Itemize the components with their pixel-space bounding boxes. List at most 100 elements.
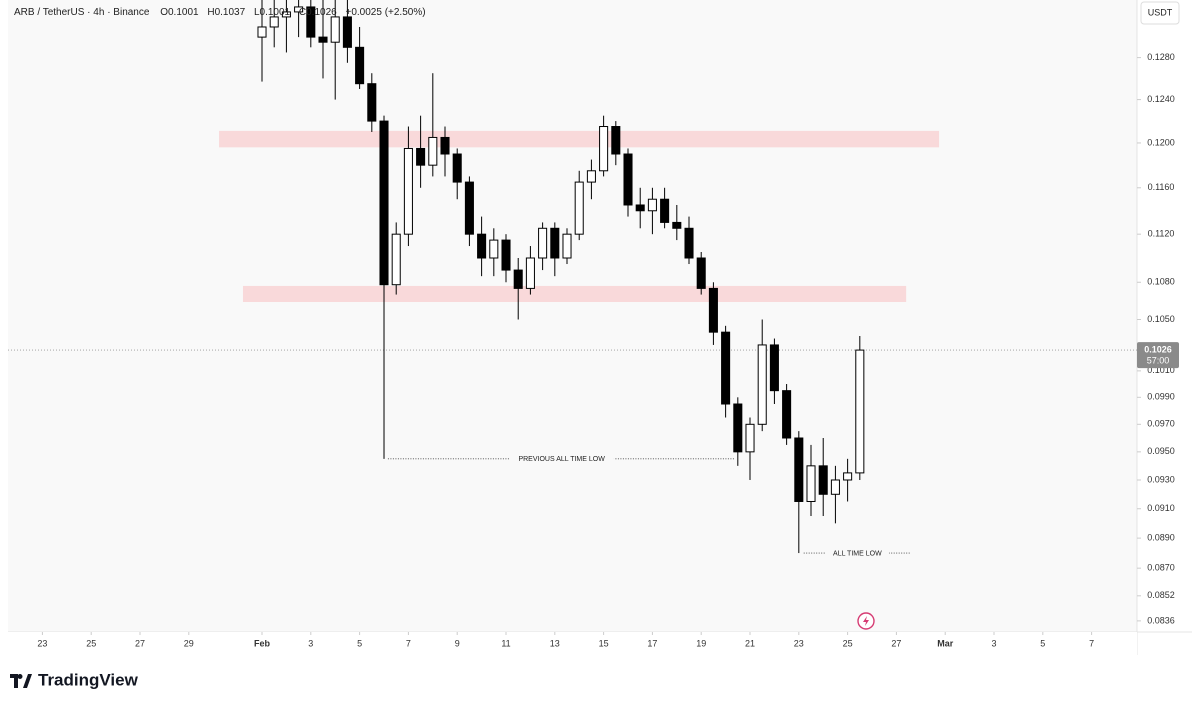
candle-body: [403, 147, 413, 235]
candle-body: [586, 170, 596, 183]
candle-body: [477, 233, 487, 259]
candle-body: [269, 16, 279, 28]
x-tick-label: 9: [455, 638, 460, 648]
candle-body: [416, 147, 426, 166]
candle-body: [318, 36, 328, 43]
candle-body: [708, 287, 718, 333]
change: +0.0025 (+2.50%): [346, 7, 426, 18]
candle-body: [294, 6, 304, 13]
y-tick-label: 0.1240: [1147, 94, 1175, 104]
y-tick-label: 0.1280: [1147, 52, 1175, 62]
plot-background: [8, 0, 1137, 632]
x-tick-label: 27: [891, 638, 901, 648]
candle-body: [745, 423, 755, 453]
candle-body: [513, 269, 523, 289]
currency: USDT: [1148, 7, 1173, 17]
candle-body: [464, 181, 474, 235]
current-price-box: [1137, 342, 1179, 369]
x-tick-label: 5: [1040, 638, 1045, 648]
candle-body: [257, 26, 267, 38]
x-tick-label: 7: [1089, 638, 1094, 648]
candle-body: [611, 126, 621, 155]
candle-body: [330, 16, 340, 43]
x-tick-label: 7: [406, 638, 411, 648]
brand-logo[interactable]: [10, 674, 32, 688]
candle-body: [672, 221, 682, 229]
candle-body: [428, 136, 438, 166]
x-tick-label: 11: [501, 638, 510, 648]
x-tick-label: 13: [550, 638, 560, 648]
price-zone: [242, 285, 907, 302]
y-tick-label: 0.0890: [1147, 532, 1175, 542]
brand-name: TradingView: [38, 670, 139, 689]
x-tick-label: Feb: [254, 638, 271, 648]
time-axis-background: [8, 632, 1137, 655]
candle-body: [440, 136, 450, 155]
candle-body: [721, 331, 731, 405]
candle-body: [757, 344, 767, 425]
candle-body: [452, 153, 462, 183]
ohlc-close: C0.1026: [299, 7, 337, 18]
candle-body: [379, 120, 389, 286]
x-tick-label: 19: [696, 638, 706, 648]
candle-body: [489, 239, 499, 259]
candle-body: [355, 46, 365, 85]
x-tick-label: 17: [647, 638, 657, 648]
lightning-icon[interactable]: [857, 612, 875, 630]
candle-body: [574, 181, 584, 235]
annotation-label-bg: [825, 548, 889, 559]
y-tick-label: 0.1120: [1148, 229, 1175, 239]
candle-body: [794, 437, 804, 502]
x-tick-label: 21: [745, 638, 755, 648]
ohlc-open: O0.1001: [160, 7, 199, 18]
y-tick-label: 0.0950: [1147, 446, 1175, 456]
candle-body: [525, 257, 535, 289]
x-tick-label: 23: [794, 638, 804, 648]
candle-body: [599, 126, 609, 172]
y-tick-label: 0.0910: [1147, 503, 1175, 513]
ohlc-low: L0.1001: [254, 7, 291, 18]
plot: PREVIOUS ALL TIME LOW ALL TIME LOW: [8, 0, 1137, 559]
ohlc-high: H0.1037: [207, 7, 245, 18]
candle-body: [660, 198, 670, 223]
y-tick-label: 0.0970: [1147, 419, 1175, 429]
y-tick-label: 0.1080: [1147, 277, 1175, 287]
y-tick-label: 0.1200: [1147, 137, 1175, 147]
candle-body: [830, 479, 840, 495]
y-tick-label: 0.0836: [1147, 615, 1175, 625]
annotation-label: PREVIOUS ALL TIME LOW: [518, 456, 605, 463]
annotation-label-bg: [509, 453, 614, 464]
current-price-label: 0.1026: [1144, 344, 1172, 354]
candle-body: [281, 11, 291, 18]
candle-body: [342, 16, 352, 48]
x-tick-label: 27: [135, 638, 145, 648]
candle-body: [562, 233, 572, 259]
candle-body: [391, 233, 401, 286]
y-tick-label: 0.1010: [1147, 365, 1175, 375]
x-tick-label: 29: [184, 638, 194, 648]
x-tick-label: 23: [37, 638, 47, 648]
candle-body: [684, 227, 694, 259]
x-tick-label: Mar: [937, 638, 954, 648]
candle-body: [769, 344, 779, 392]
x-tick-label: 3: [308, 638, 313, 648]
price-axis-background: [1137, 0, 1192, 632]
price-zone: [219, 130, 940, 148]
header: ARB / TetherUS · 4h · Binance O0.1001 H0…: [14, 7, 426, 18]
candle-body: [806, 465, 816, 502]
candle-body: [696, 257, 706, 289]
x-tick-label: 5: [357, 638, 362, 648]
candle-body: [733, 403, 743, 453]
candle-body: [782, 390, 792, 439]
y-tick-label: 0.0930: [1147, 474, 1175, 484]
candle-body: [623, 153, 633, 206]
candle-body: [635, 204, 645, 212]
candle-body: [818, 465, 828, 495]
currency-box[interactable]: [1140, 1, 1180, 25]
x-tick-label: 25: [86, 638, 96, 648]
x-tick-label: 3: [992, 638, 997, 648]
annotation-label: ALL TIME LOW: [833, 550, 882, 557]
candle-body: [367, 83, 377, 122]
